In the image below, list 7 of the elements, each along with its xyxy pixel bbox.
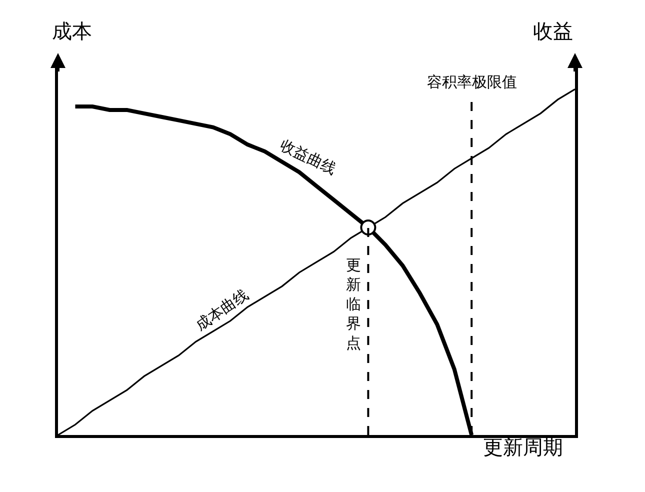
x-axis-title: 更新周期	[483, 435, 563, 459]
text: 收益曲线	[277, 136, 339, 178]
y-axis-title: 成本	[52, 19, 92, 43]
y2-axis-title: 收益	[533, 19, 573, 43]
annotation: 容积率极限值	[427, 73, 517, 91]
text: 成本曲线	[192, 286, 252, 334]
annotation: 更新临界点	[346, 256, 361, 352]
